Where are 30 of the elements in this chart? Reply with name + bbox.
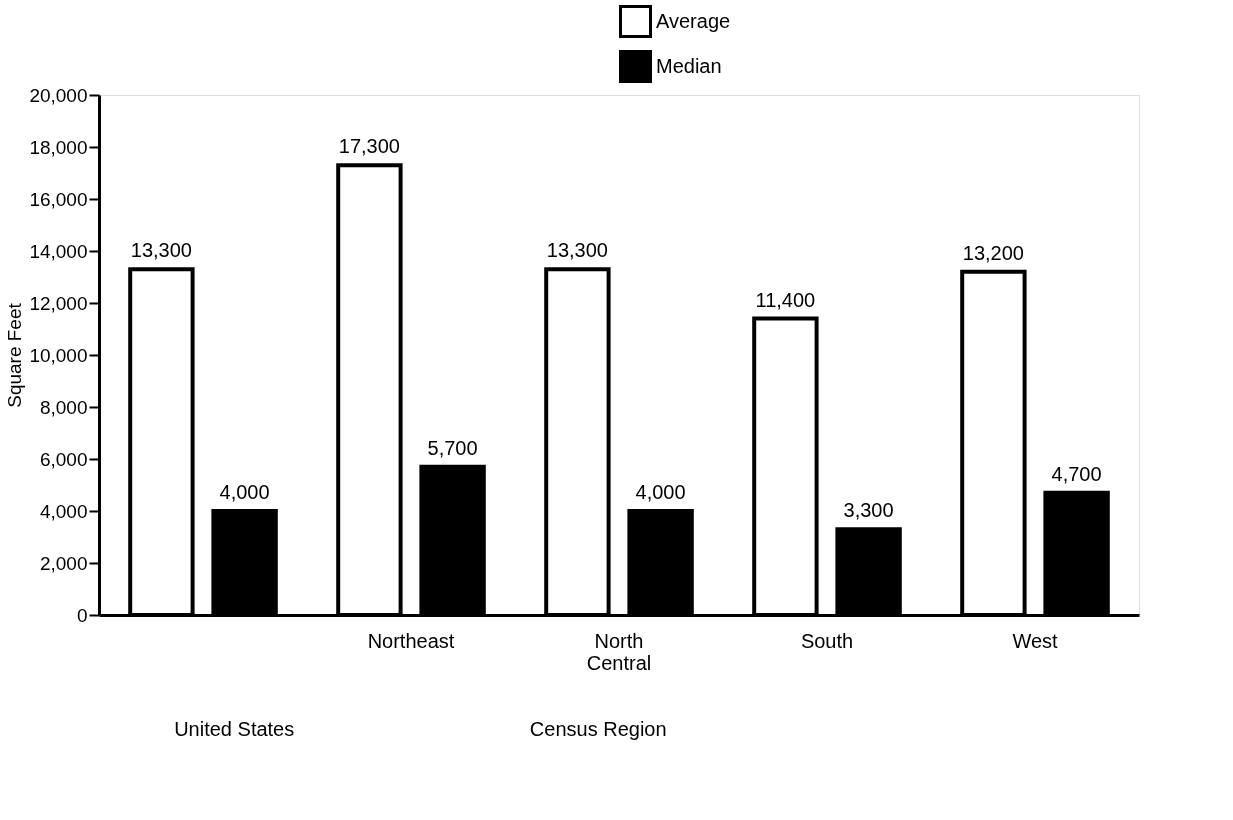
data-label: 4,000 bbox=[219, 481, 270, 503]
legend-label: Median bbox=[656, 54, 722, 77]
data-label: 4,000 bbox=[635, 481, 686, 503]
y-tick-label: 18,000 bbox=[29, 136, 88, 158]
y-tick-label: 6,000 bbox=[39, 448, 88, 470]
data-label: 13,300 bbox=[546, 239, 608, 262]
y-tick-label: 10,000 bbox=[29, 344, 88, 366]
x-tick-label: South bbox=[800, 629, 854, 652]
x-tick-label: Northeast bbox=[367, 629, 455, 652]
y-tick-label: 8,000 bbox=[39, 396, 88, 418]
y-tick-label: 12,000 bbox=[29, 292, 88, 314]
x-tick-label: North Central bbox=[586, 629, 652, 674]
data-label: 13,300 bbox=[130, 239, 192, 262]
y-tick-label: 16,000 bbox=[29, 188, 88, 210]
y-axis-title: Square Feet bbox=[4, 302, 26, 408]
data-label: 13,200 bbox=[962, 241, 1024, 264]
y-tick-label: 0 bbox=[76, 604, 88, 626]
y-tick-label: 20,000 bbox=[29, 84, 88, 106]
y-tick-label: 4,000 bbox=[39, 500, 88, 522]
data-label: 11,400 bbox=[755, 288, 816, 311]
legend-label: Average bbox=[656, 9, 731, 32]
data-label: 17,300 bbox=[338, 135, 400, 158]
y-tick-label: 14,000 bbox=[29, 240, 88, 262]
text: United States bbox=[174, 718, 295, 740]
data-label: 5,700 bbox=[427, 436, 478, 459]
y-tick-label: 2,000 bbox=[39, 552, 88, 574]
data-label: 4,700 bbox=[1051, 462, 1102, 485]
x-tick-label: West bbox=[1012, 629, 1059, 652]
data-label: 3,300 bbox=[843, 499, 894, 522]
text: Census Region bbox=[529, 718, 667, 740]
